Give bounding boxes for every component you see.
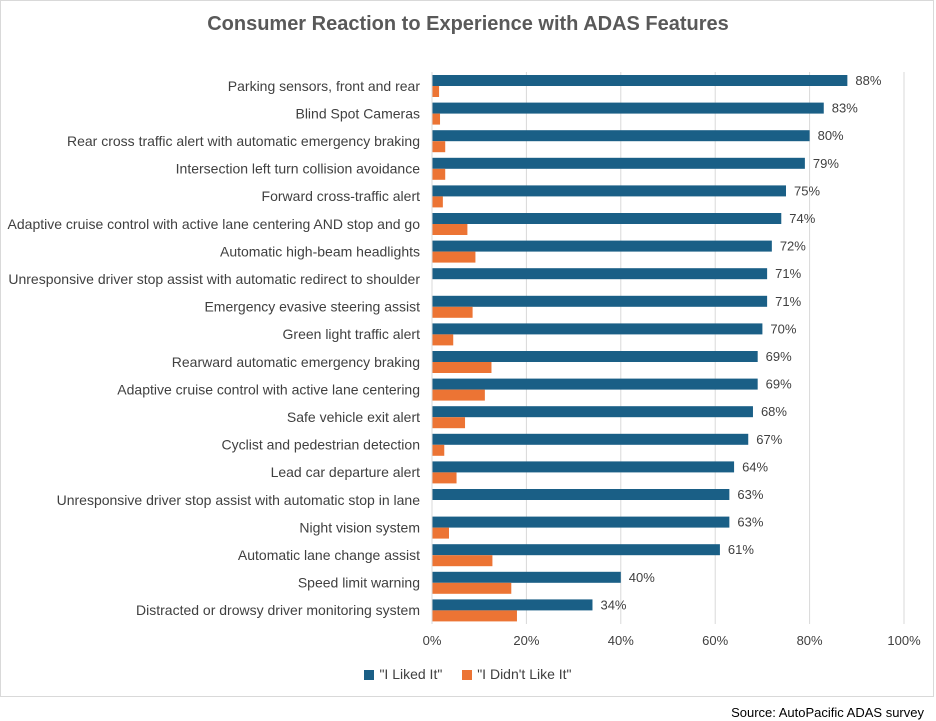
bar-disliked (432, 141, 446, 153)
data-label: 70% (770, 321, 796, 336)
bar-disliked (432, 113, 441, 125)
data-label: 63% (737, 487, 763, 502)
data-label: 34% (600, 597, 626, 612)
data-label: 72% (780, 239, 806, 254)
category-label: Distracted or drowsy driver monitoring s… (136, 602, 420, 618)
bar-liked (432, 406, 753, 418)
bar-disliked (432, 168, 446, 180)
data-label: 88% (855, 73, 881, 88)
bar-disliked (432, 555, 493, 567)
x-tick-label: 40% (608, 633, 634, 648)
bar-disliked (432, 362, 492, 373)
data-label: 40% (629, 570, 655, 585)
category-label: Unresponsive driver stop assist with aut… (8, 271, 420, 287)
bar-disliked (432, 417, 466, 429)
category-label: Rear cross traffic alert with automatic … (67, 133, 420, 149)
legend-item-liked: "I Liked It" (364, 666, 442, 682)
x-tick-label: 20% (513, 633, 539, 648)
data-label: 80% (818, 128, 844, 143)
category-label: Adaptive cruise control with active lane… (117, 381, 420, 397)
category-label: Safe vehicle exit alert (287, 409, 420, 425)
legend-label-liked: "I Liked It" (379, 666, 443, 682)
source-note: Source: AutoPacific ADAS survey (731, 705, 924, 720)
bar-disliked (432, 610, 517, 622)
data-label: 79% (813, 156, 839, 171)
chart-legend: "I Liked It" "I Didn't Like It" (0, 666, 936, 682)
bar-liked (432, 185, 786, 197)
category-label: Unresponsive driver stop assist with aut… (57, 492, 421, 508)
legend-swatch-liked (364, 670, 375, 680)
category-label: Adaptive cruise control with active lane… (8, 216, 421, 232)
category-label: Emergency evasive steering assist (204, 299, 420, 315)
category-label: Night vision system (299, 519, 420, 535)
x-tick-label: 80% (797, 633, 823, 648)
data-label: 75% (794, 183, 820, 198)
bar-disliked (432, 196, 443, 208)
category-label: Parking sensors, front and rear (228, 78, 421, 94)
bar-disliked (432, 334, 454, 346)
bar-chart: 0% 20% 40% 60% 80% 100% Parking sensors, front… (8, 72, 921, 648)
bar-liked (432, 295, 768, 307)
category-label: Blind Spot Cameras (295, 105, 420, 121)
x-tick-label: 60% (702, 633, 728, 648)
bar-disliked (432, 251, 476, 263)
bar-liked (432, 461, 735, 473)
data-label: 71% (775, 294, 801, 309)
bar-liked (432, 378, 758, 390)
chart-title: Consumer Reaction to Experience with ADA… (207, 13, 729, 35)
category-label: Intersection left turn collision avoidan… (176, 161, 421, 177)
category-label: Rearward automatic emergency braking (172, 354, 420, 370)
data-label: 64% (742, 459, 768, 474)
category-label: Speed limit warning (298, 575, 420, 591)
bar-disliked (432, 527, 449, 539)
bar-liked (432, 130, 810, 142)
bar-liked (432, 240, 772, 252)
data-label: 83% (832, 101, 858, 116)
category-label: Green light traffic alert (283, 326, 421, 342)
chart-frame (0, 0, 934, 697)
bar-disliked (432, 86, 440, 97)
bar-liked (432, 102, 824, 114)
bar-liked (432, 433, 749, 445)
bar-liked (432, 489, 730, 500)
data-label: 74% (789, 211, 815, 226)
legend-swatch-disliked (462, 670, 473, 680)
data-label: 67% (756, 432, 782, 447)
data-label: 69% (766, 349, 792, 364)
bar-disliked (432, 444, 445, 456)
category-label: Cyclist and pedestrian detection (222, 437, 420, 453)
bar-liked (432, 213, 782, 224)
x-tick-label: 100% (887, 633, 921, 648)
category-label: Lead car departure alert (271, 464, 421, 480)
data-label: 63% (737, 515, 763, 530)
bar-disliked (432, 582, 512, 594)
bar-liked (432, 268, 768, 280)
bar-liked (432, 544, 720, 556)
category-label: Forward cross-traffic alert (262, 188, 421, 204)
data-label: 68% (761, 404, 787, 419)
bar-liked (432, 157, 805, 169)
bar-liked (432, 323, 763, 335)
legend-label-disliked: "I Didn't Like It" (477, 666, 572, 682)
bar-disliked (432, 306, 473, 318)
data-label: 69% (766, 377, 792, 392)
bar-liked (432, 571, 621, 583)
bar-disliked (432, 472, 457, 484)
legend-item-disliked: "I Didn't Like It" (462, 666, 572, 682)
bar-disliked (432, 224, 468, 235)
bar-disliked (432, 389, 485, 401)
x-tick-label: 0% (423, 633, 442, 648)
bar-liked (432, 599, 593, 611)
category-label: Automatic high-beam headlights (220, 243, 420, 259)
category-label: Automatic lane change assist (238, 547, 420, 563)
bar-liked (432, 75, 848, 86)
data-label: 71% (775, 266, 801, 281)
data-label: 61% (728, 542, 754, 557)
bar-liked (432, 351, 758, 362)
bar-liked (432, 516, 730, 528)
